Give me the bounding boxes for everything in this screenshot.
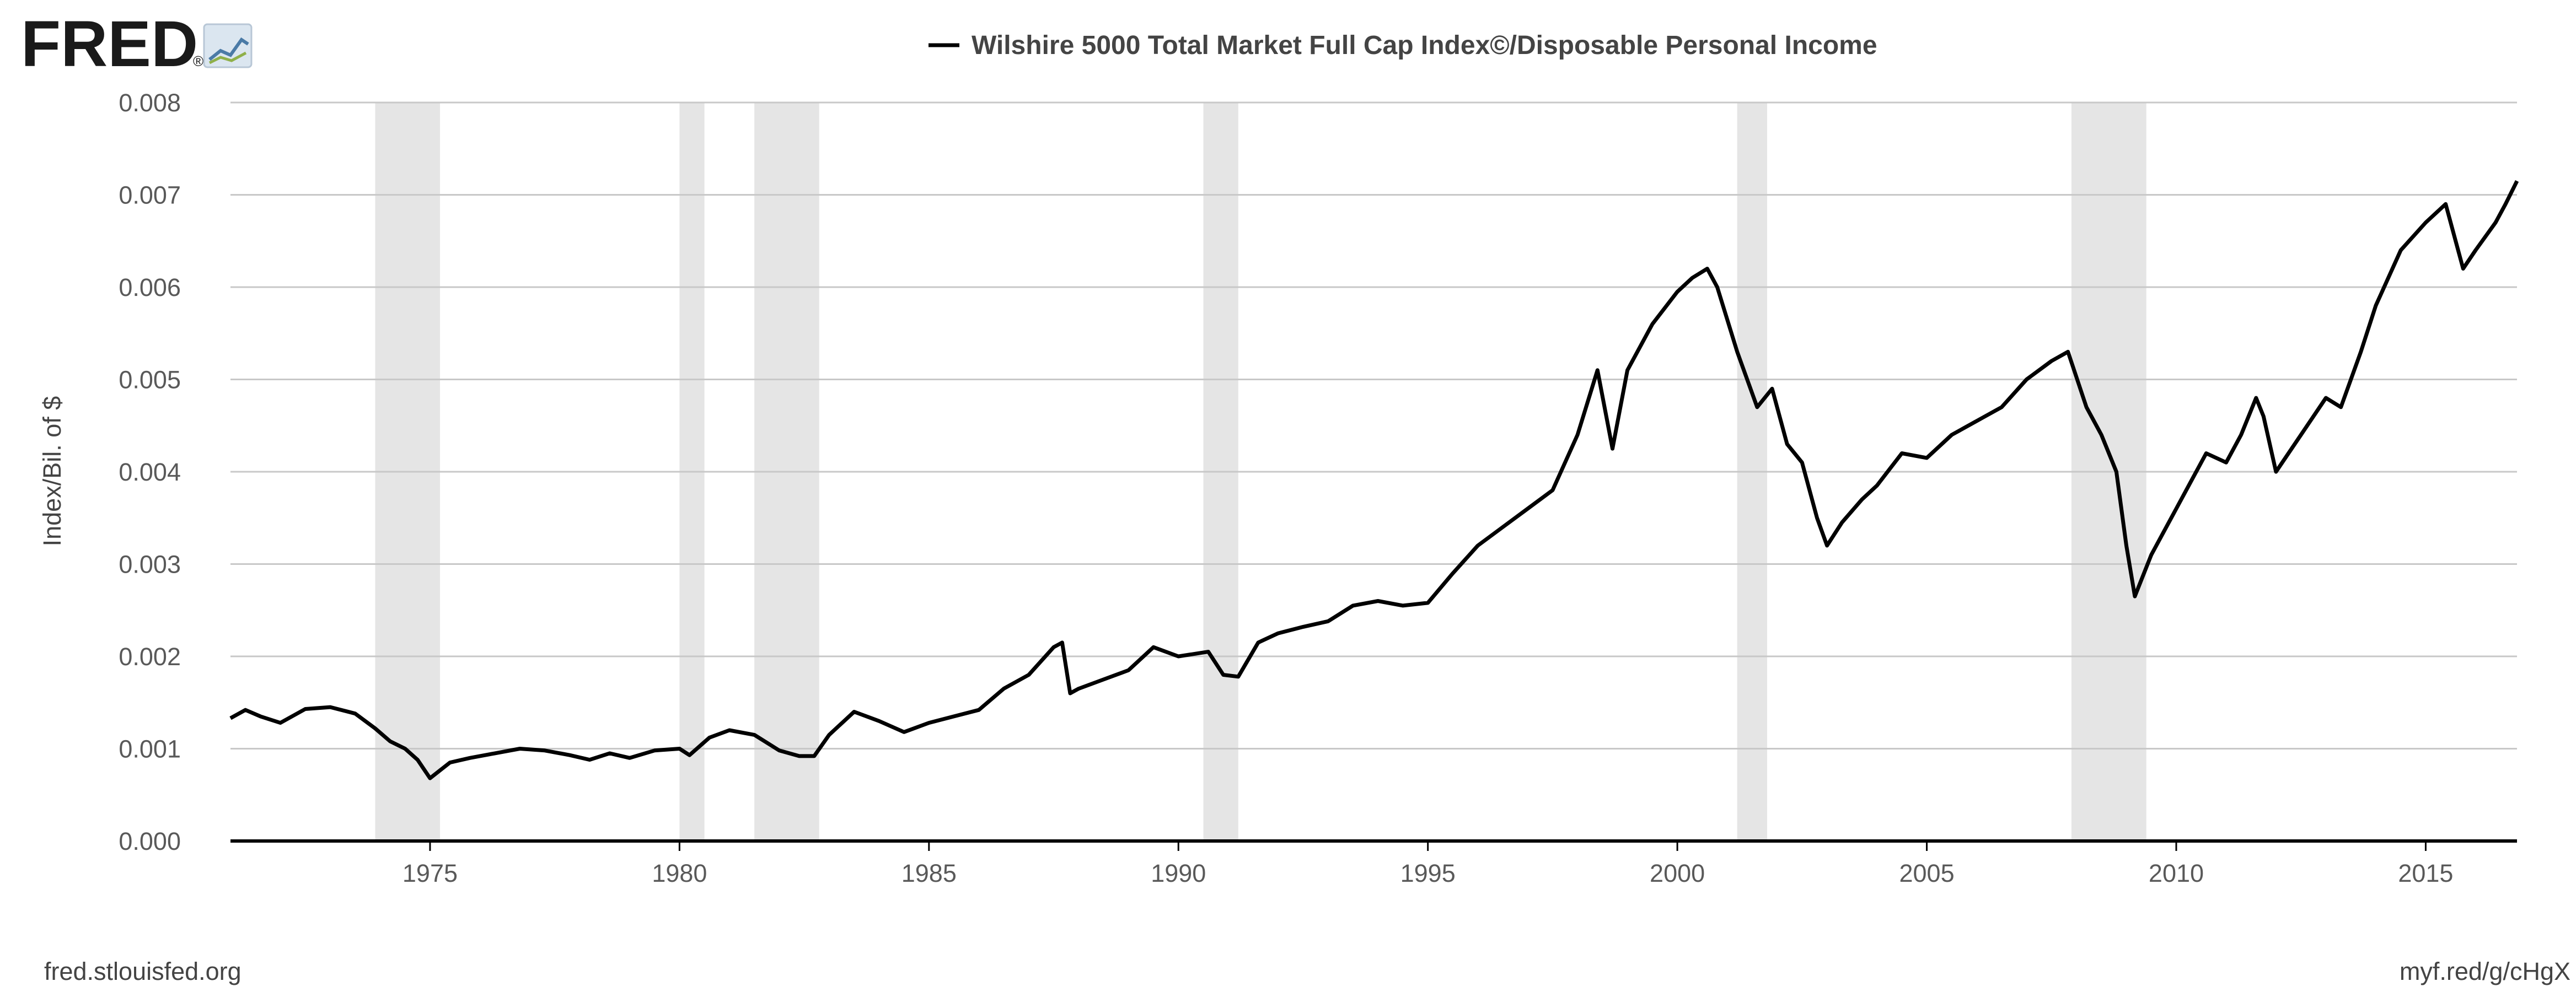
gridlines: [230, 101, 2517, 750]
fred-logo-text: FRED: [21, 8, 198, 80]
x-tick-label: 2010: [2149, 859, 2204, 887]
x-tick-label: 1985: [901, 859, 957, 887]
fred-logo[interactable]: FRED ®: [21, 8, 253, 80]
y-tick-label: 0.001: [119, 735, 181, 763]
short-link[interactable]: myf.red/g/cHgX: [2400, 957, 2570, 985]
x-tick-label: 2015: [2398, 859, 2453, 887]
x-tick-label: 1975: [402, 859, 458, 887]
registered-mark: ®: [193, 53, 203, 69]
y-axis-title: Index/Bil. of $: [38, 396, 66, 547]
legend-label: Wilshire 5000 Total Market Full Cap Inde…: [972, 31, 1877, 60]
source-link[interactable]: fred.stlouisfed.org: [44, 957, 242, 985]
x-tick-label: 2000: [1650, 859, 1705, 887]
y-tick-label: 0.004: [119, 458, 181, 486]
x-axis-ticks: 1975 1980 1985 1990 1995 2000 2005 2010 2015: [402, 841, 2453, 887]
y-tick-label: 0.002: [119, 643, 181, 671]
x-tick-label: 1995: [1400, 859, 1456, 887]
y-tick-label: 0.008: [119, 89, 181, 117]
y-tick-label: 0.006: [119, 273, 181, 301]
x-tick-label: 2005: [1899, 859, 1954, 887]
y-tick-label: 0.003: [119, 551, 181, 579]
x-tick-label: 1980: [652, 859, 707, 887]
chart-logo-icon: [203, 23, 253, 68]
y-tick-label: 0.000: [119, 827, 181, 855]
y-tick-label: 0.007: [119, 181, 181, 209]
x-tick-label: 1990: [1151, 859, 1206, 887]
y-axis-ticks: 0.000 0.001 0.002 0.003 0.004 0.005 0.006 0.007…: [119, 89, 181, 855]
legend: Wilshire 5000 Total Market Full Cap Inde…: [929, 31, 1877, 60]
y-tick-label: 0.005: [119, 366, 181, 394]
series-line: [229, 180, 2519, 780]
